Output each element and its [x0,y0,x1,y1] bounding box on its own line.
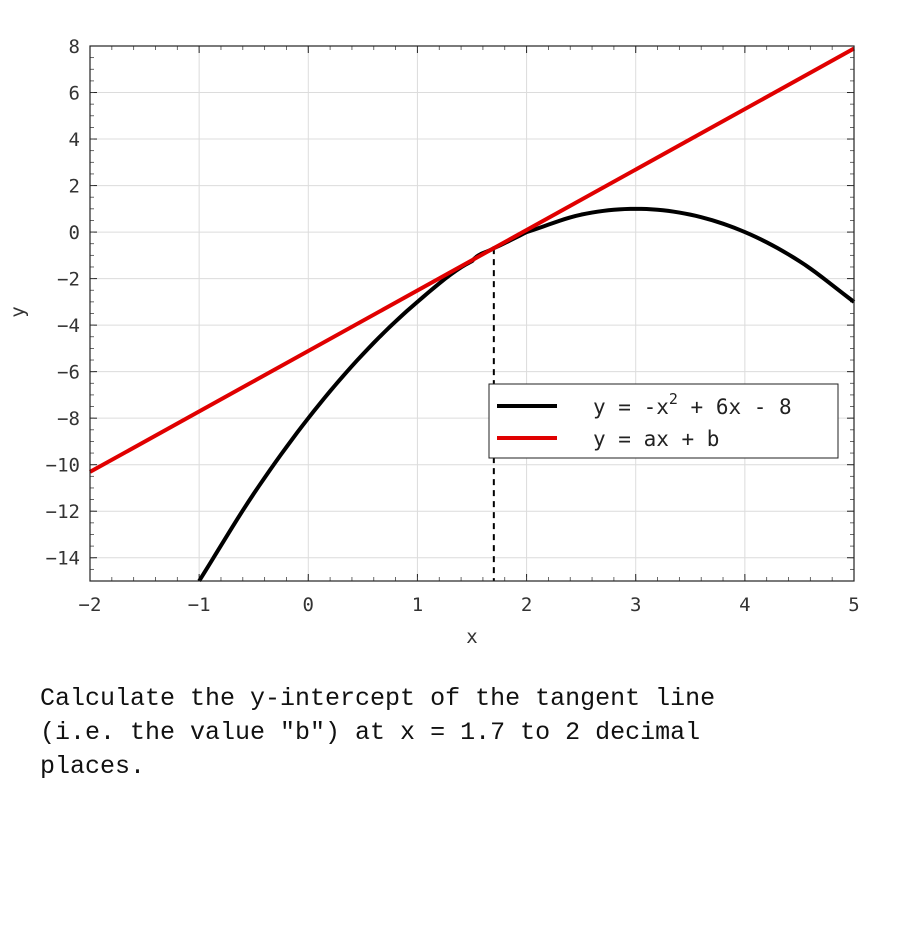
x-tick-label: 3 [630,594,641,616]
x-tick-label: 1 [412,594,423,616]
y-axis-label: y [7,306,29,317]
legend-box [488,383,839,459]
series [89,46,856,583]
question-text: Calculate the y-intercept of the tangent… [40,684,716,781]
x-tick-label: −2 [79,594,102,616]
x-axis-label: x [466,626,477,648]
x-tick-label: 2 [521,594,532,616]
y-tick-label: 6 [69,83,80,105]
x-tick-label: −1 [188,594,211,616]
y-tick-label: −14 [46,548,80,570]
ticks [89,45,855,582]
y-tick-label: 8 [69,36,80,58]
grid [89,45,855,581]
x-tick-label: 4 [739,594,750,616]
y-tick-label: −8 [57,408,80,430]
y-tick-label: −4 [57,315,80,337]
tangent-line [89,46,855,474]
y-tick-label: −10 [46,455,80,477]
legend: y = -x2 + 6x - 8 y = ax + b [488,383,839,459]
x-tick-label: 0 [303,594,314,616]
legend-label: y = -x2 + 6x - 8 [593,390,792,419]
y-tick-label: −2 [57,269,80,291]
y-tick-label: 4 [69,129,80,151]
y-tick-label: −12 [46,501,80,523]
y-tick-label: 0 [69,222,80,244]
y-tick-label: 2 [69,176,80,198]
y-tick-label: −6 [57,362,80,384]
legend-label: y = ax + b [593,427,719,451]
plot-frame [89,45,855,582]
x-tick-label: 5 [848,594,859,616]
